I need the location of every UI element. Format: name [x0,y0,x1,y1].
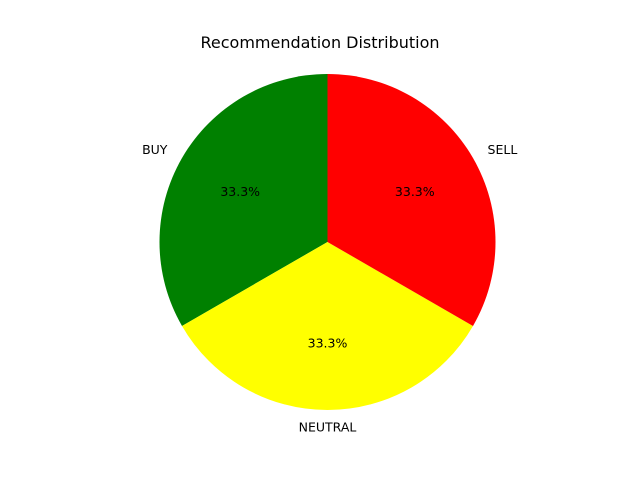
pie-slice-sell [327,74,496,326]
pie-category-label: SELL [488,142,518,157]
pie-percent-label: 33.3% [220,184,260,199]
chart-title: Recommendation Distribution [200,33,440,52]
pie-slice-neutral [182,242,473,411]
pie-slice-buy [159,74,328,326]
pie-category-label: BUY [142,142,168,157]
pie-category-label: NEUTRAL [299,419,357,434]
pie-percent-label: 33.3% [308,335,348,350]
pie-percent-label: 33.3% [395,184,435,199]
